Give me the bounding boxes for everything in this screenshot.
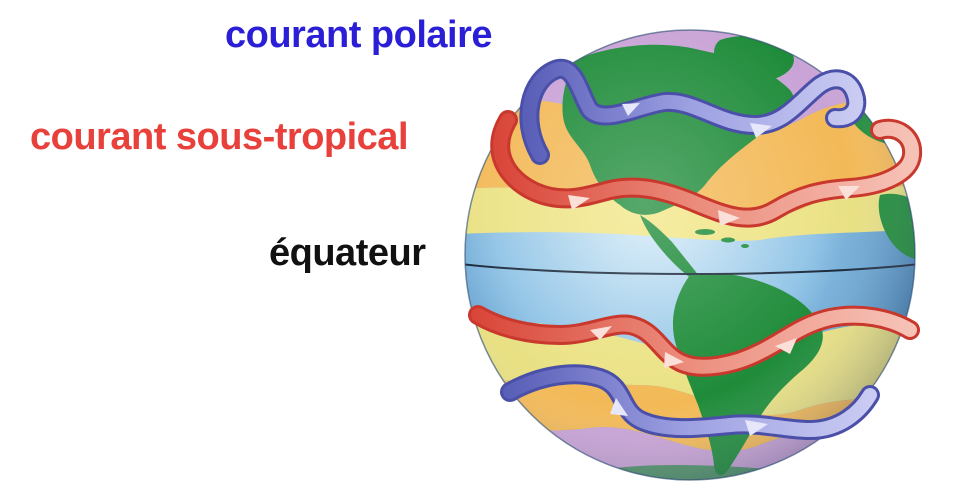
north-polar-jet: [519, 58, 867, 165]
south-subtropical-jet: [468, 305, 920, 377]
north-subtropical-jet: [490, 110, 923, 228]
polar-jet-label: courant polaire: [225, 14, 493, 56]
subtropical-jet-label: courant sous-tropical: [30, 116, 409, 158]
equator-label: équateur: [269, 232, 426, 274]
south-polar-jet: [500, 364, 880, 441]
